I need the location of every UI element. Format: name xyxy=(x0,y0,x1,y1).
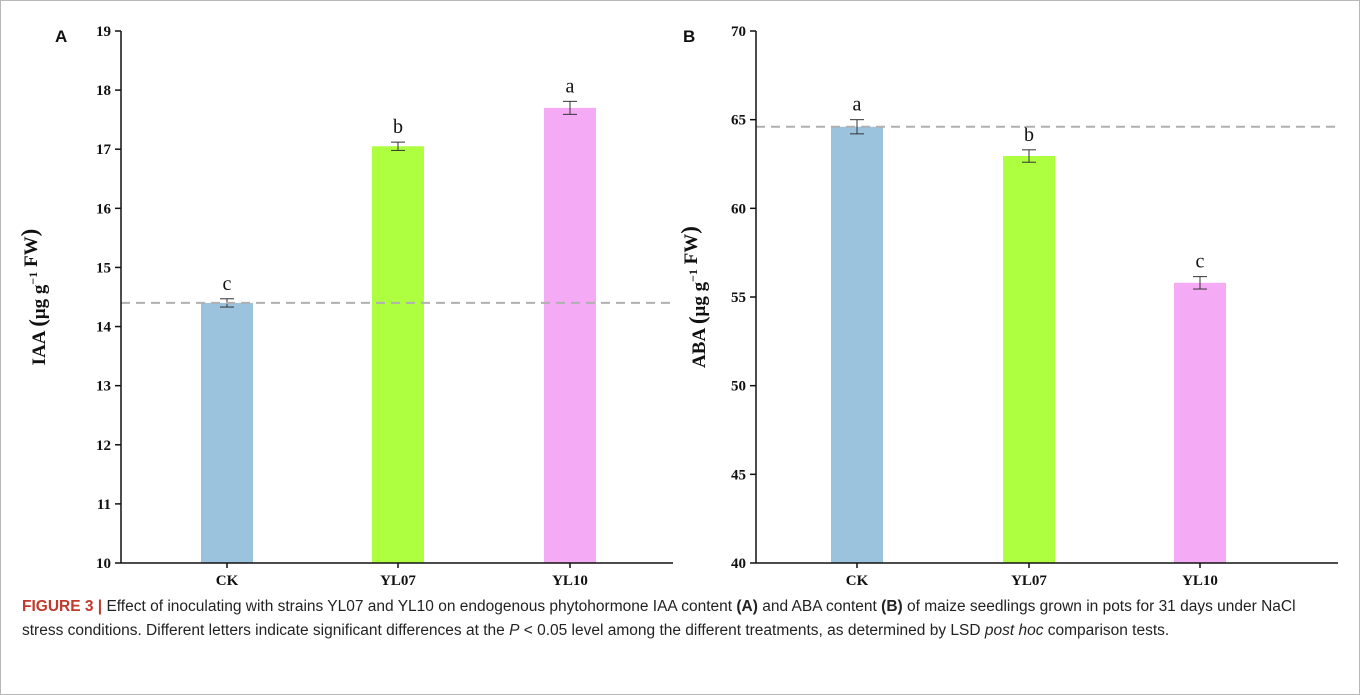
figure-caption: FIGURE 3 | Effect of inoculating with st… xyxy=(22,595,1340,643)
panel-a-sig-letter-yl07: b xyxy=(393,116,403,138)
caption-italic-posthoc: post hoc xyxy=(984,622,1044,639)
caption-text-5: comparison tests. xyxy=(1043,622,1170,639)
caption-text-2: and ABA content xyxy=(757,598,882,615)
panel-b-ytick-label: 45 xyxy=(731,467,746,483)
caption-italic-p: P xyxy=(509,622,520,639)
panel-a-ytick-label: 19 xyxy=(96,24,111,40)
panel-b-xtick-label-yl07: YL07 xyxy=(1011,573,1047,589)
panel-a-ytick-label: 11 xyxy=(97,497,111,513)
panel-a-ylabel-main: IAA xyxy=(29,327,50,366)
panel-a-ytick-label: 12 xyxy=(96,438,111,454)
panel-a-sig-letter-yl10: a xyxy=(566,75,575,97)
panel-b-ytick-label: 70 xyxy=(731,24,746,40)
panel-a-ytick-label: 14 xyxy=(96,320,112,336)
panel-a-chart: Ac CK b YL07 a YL10 10 11 12 13 14 15 16 17 18 19 IAA (μ… xyxy=(17,24,673,589)
panel-b-sig-letter-yl10: c xyxy=(1196,251,1205,273)
panel-b-xtick-label-ck: CK xyxy=(846,573,869,589)
panel-a-ytick-label: 17 xyxy=(96,142,112,158)
panel-a-ytick-label: 15 xyxy=(96,260,111,276)
panel-a-ytick-label: 10 xyxy=(96,556,111,572)
caption-text-4: < 0.05 level among the different treatme… xyxy=(519,622,985,639)
panel-a-xtick-label-ck: CK xyxy=(216,573,239,589)
panel-a-sig-letter-ck: c xyxy=(223,273,232,295)
panel-b-ylabel-close: ) xyxy=(677,226,702,234)
panel-a-bar-yl07 xyxy=(372,146,424,563)
caption-text-3: of maize seedlings grown in pots for 31 … xyxy=(22,598,1296,639)
caption-bold-b: (B) xyxy=(881,598,903,615)
panel-b-sig-letter-yl07: b xyxy=(1024,124,1034,146)
panel-a-ylabel-close: ) xyxy=(17,229,42,237)
panel-b-ylabel-open: ( xyxy=(685,316,710,324)
panel-a-xtick-label-yl10: YL10 xyxy=(552,573,588,589)
panel-a-bar-ck xyxy=(201,302,253,563)
panel-b-bar-yl10 xyxy=(1174,282,1226,563)
panel-b-letter: B xyxy=(683,27,695,46)
panel-b-ylabel-main: ABA xyxy=(689,324,710,368)
panel-a-ylabel: IAA (μg g−1 FW) xyxy=(17,229,50,366)
panel-a-letter: A xyxy=(55,27,67,46)
panel-b-bar-yl07 xyxy=(1003,156,1055,563)
panel-a-ytick-label: 13 xyxy=(96,379,111,395)
panel-a-ytick-label: 18 xyxy=(96,83,111,99)
panel-a-xtick-label-yl07: YL07 xyxy=(380,573,416,589)
panel-a-bar-yl10 xyxy=(544,107,596,563)
caption-bold-a: (A) xyxy=(736,598,758,615)
panel-a-ylabel-end: FW xyxy=(21,236,42,271)
panel-b-ytick-label: 40 xyxy=(731,556,746,572)
panel-b-ylabel-sup: −1 xyxy=(686,269,700,282)
panel-b-chart: Ba CK b YL07 c YL10 40 45 50 55 60 65 70 ABA (μg g−1 … xyxy=(677,24,1338,589)
panel-b-ytick-label: 60 xyxy=(731,201,746,217)
caption-text-1: Effect of inoculating with strains YL07 … xyxy=(102,598,737,615)
panel-b-ylabel: ABA (μg g−1 FW) xyxy=(677,226,710,368)
panel-b-sig-letter-ck: a xyxy=(853,94,862,116)
panel-a-ylabel-unit: μg g xyxy=(29,284,50,319)
panel-b-ylabel-unit: μg g xyxy=(689,281,710,316)
panel-a-ytick-label: 16 xyxy=(96,201,112,217)
panel-b-bar-ck xyxy=(831,126,883,563)
panel-b-ytick-label: 50 xyxy=(731,379,746,395)
panel-b-ytick-label: 55 xyxy=(731,290,746,306)
panel-b-xtick-label-yl10: YL10 xyxy=(1182,573,1218,589)
panel-a-ylabel-open: ( xyxy=(25,319,50,327)
panel-b-ylabel-end: FW xyxy=(681,234,702,269)
panel-a-ylabel-sup: −1 xyxy=(26,272,40,285)
panel-b-ytick-label: 65 xyxy=(731,113,746,129)
figure-label: FIGURE 3 | xyxy=(22,598,103,615)
